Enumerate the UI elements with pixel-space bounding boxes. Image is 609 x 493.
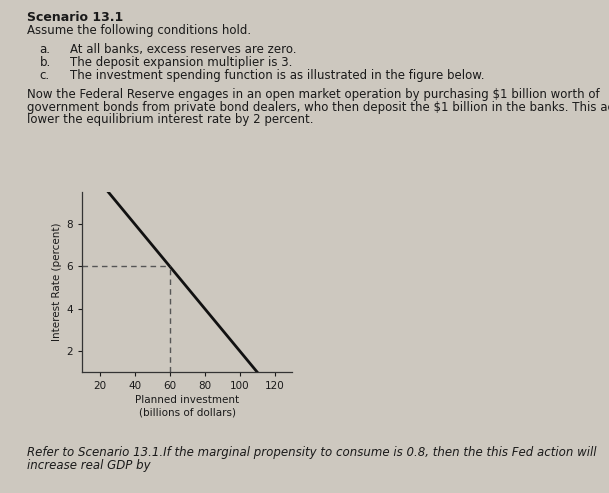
X-axis label: Planned investment
(billions of dollars): Planned investment (billions of dollars): [135, 395, 239, 417]
Text: increase real GDP by: increase real GDP by: [27, 459, 151, 472]
Text: lower the equilibrium interest rate by 2 percent.: lower the equilibrium interest rate by 2…: [27, 113, 314, 126]
Text: The deposit expansion multiplier is 3.: The deposit expansion multiplier is 3.: [70, 56, 292, 69]
Text: The investment spending function is as illustrated in the figure below.: The investment spending function is as i…: [70, 69, 485, 82]
Text: a.: a.: [40, 43, 51, 56]
Text: government bonds from private bond dealers, who then deposit the $1 billion in t: government bonds from private bond deale…: [27, 101, 609, 113]
Text: Refer to Scenario 13.1.If the marginal propensity to consume is 0.8, then the th: Refer to Scenario 13.1.If the marginal p…: [27, 446, 597, 459]
Y-axis label: Interest Rate (percent): Interest Rate (percent): [52, 223, 62, 342]
Text: b.: b.: [40, 56, 51, 69]
Text: Scenario 13.1: Scenario 13.1: [27, 11, 124, 24]
Text: Now the Federal Reserve engages in an open market operation by purchasing $1 bil: Now the Federal Reserve engages in an op…: [27, 88, 600, 101]
Text: At all banks, excess reserves are zero.: At all banks, excess reserves are zero.: [70, 43, 297, 56]
Text: c.: c.: [40, 69, 50, 82]
Text: Assume the following conditions hold.: Assume the following conditions hold.: [27, 24, 252, 36]
